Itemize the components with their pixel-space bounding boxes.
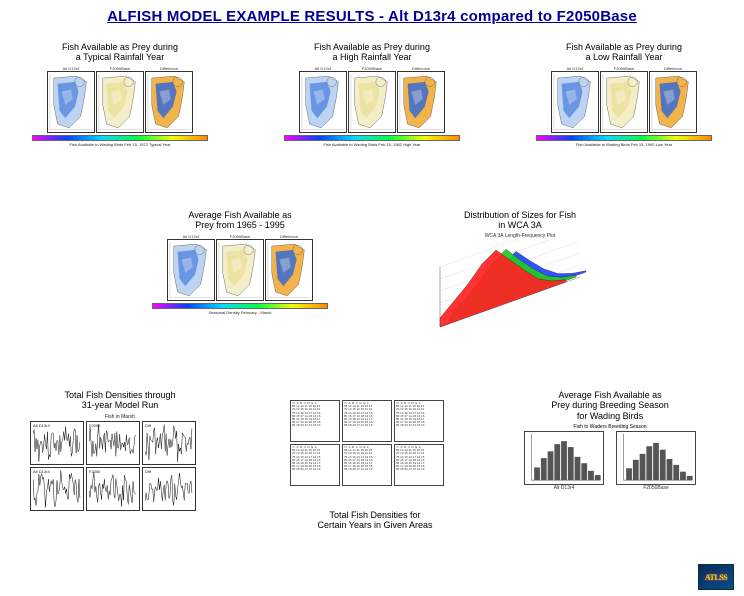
footer-typical: Fish Available to Wading Birds Feb 15, 1… <box>30 142 210 147</box>
panel-avg6595: Average Fish Available as Prey from 1965… <box>150 210 330 315</box>
caption-ts31: Total Fish Densities through 31-year Mod… <box>30 390 210 411</box>
mini-map <box>216 239 264 301</box>
spectrum-typical <box>32 135 208 141</box>
maps-low: Alt D13r4 F2050Base Difference <box>534 66 714 133</box>
bar-left-label: Alt D13r4 <box>524 486 604 491</box>
panel-low: Fish Available as Prey during a Low Rain… <box>534 42 714 147</box>
table-cell: Yr A B C D E F 65 12 14 11 15 10 13 70 1… <box>394 444 444 486</box>
mini-map <box>265 239 313 301</box>
mini-map <box>96 71 144 133</box>
ts-grid: Alt D13r4F2050Diff Alt D13r4F2050Diff <box>30 421 210 511</box>
page-title: ALFISH MODEL EXAMPLE RESULTS - Alt D13r4… <box>0 0 744 29</box>
mini-map <box>551 71 599 133</box>
mini-map <box>600 71 648 133</box>
ts-cell: F2050 <box>86 467 140 511</box>
mini-map <box>145 71 193 133</box>
panel-ts31: Total Fish Densities through 31-year Mod… <box>30 390 210 511</box>
panel-high: Fish Available as Prey during a High Rai… <box>282 42 462 147</box>
table-cell: Yr A B C D E F 65 12 14 11 15 10 13 70 1… <box>342 400 392 442</box>
panel-breeding: Average Fish Available as Prey during Br… <box>510 390 710 491</box>
mini-map <box>299 71 347 133</box>
mini-map <box>167 239 215 301</box>
bar-right <box>616 431 696 485</box>
spectrum-avg <box>152 303 328 309</box>
caption-avg6595: Average Fish Available as Prey from 1965… <box>150 210 330 231</box>
table-cell: Yr A B C D E F 65 12 14 11 15 10 13 70 1… <box>394 400 444 442</box>
footer-low: Fish Available to Wading Birds Feb 15, 1… <box>534 142 714 147</box>
ts-cell: Diff <box>142 467 196 511</box>
ts-cell: F2050 <box>86 421 140 465</box>
maps-avg: Alt D13r4 F2050Base Difference <box>150 234 330 301</box>
footer-avg: Seasonal Density February - March <box>150 310 330 315</box>
logo-text: ATLSS <box>705 573 727 582</box>
panel-table: Yr A B C D E F 65 12 14 11 15 10 13 70 1… <box>290 400 460 531</box>
ts-cell: Alt D13r4 <box>30 467 84 511</box>
caption-breeding: Average Fish Available as Prey during Br… <box>510 390 710 421</box>
caption-high: Fish Available as Prey during a High Rai… <box>282 42 462 63</box>
mini-map <box>649 71 697 133</box>
caption-3d: Distribution of Sizes for Fish in WCA 3A <box>420 210 620 231</box>
spectrum-high <box>284 135 460 141</box>
footer-high: Fish Available to Wading Birds Feb 15, 1… <box>282 142 462 147</box>
bar-right-label: F2050Base <box>616 486 696 491</box>
bar-panel: Alt D13r4 F2050Base <box>510 431 710 491</box>
maps-high: Alt D13r4 F2050Base Difference <box>282 66 462 133</box>
table-grid: Yr A B C D E F 65 12 14 11 15 10 13 70 1… <box>290 400 460 486</box>
maps-typical: Alt D13r4 F2050Base Difference <box>30 66 210 133</box>
bar-left <box>524 431 604 485</box>
table-cell: Yr A B C D E F 65 12 14 11 15 10 13 70 1… <box>342 444 392 486</box>
mini-map <box>348 71 396 133</box>
caption-typical: Fish Available as Prey during a Typical … <box>30 42 210 63</box>
mini-map <box>397 71 445 133</box>
bar-header: Fish to Waders Breeding Season <box>510 424 710 430</box>
caption-table: Total Fish Densities for Certain Years i… <box>290 510 460 531</box>
ts-cell: Alt D13r4 <box>30 421 84 465</box>
ts-cell: Diff <box>142 421 196 465</box>
mini-map <box>47 71 95 133</box>
caption-low: Fish Available as Prey during a Low Rain… <box>534 42 714 63</box>
panel-3d: Distribution of Sizes for Fish in WCA 3A… <box>420 210 620 339</box>
panel-typical: Fish Available as Prey during a Typical … <box>30 42 210 147</box>
logo-badge: ATLSS <box>698 564 734 590</box>
table-cell: Yr A B C D E F 65 12 14 11 15 10 13 70 1… <box>290 444 340 486</box>
table-cell: Yr A B C D E F 65 12 14 11 15 10 13 70 1… <box>290 400 340 442</box>
plot3d <box>420 239 610 339</box>
ts-header: Fish in Marsh <box>30 414 210 420</box>
spectrum-low <box>536 135 712 141</box>
